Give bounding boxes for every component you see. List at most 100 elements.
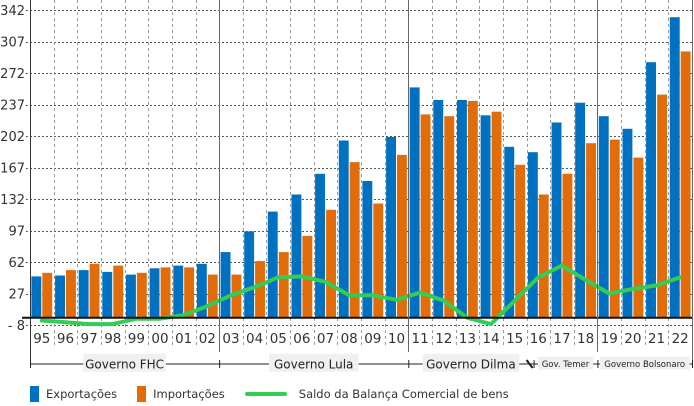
- bar-importacoes-12: [444, 116, 455, 318]
- bar-exportacoes-10: [386, 136, 396, 318]
- x-tick-label: 04: [246, 331, 263, 347]
- bar-exportacoes-15: [504, 146, 515, 318]
- legend-label-importacoes: Importações: [153, 387, 225, 401]
- bar-importacoes-17: [562, 173, 573, 318]
- x-tick-label: 96: [57, 331, 74, 347]
- bar-importacoes-07: [326, 209, 336, 318]
- bar-exportacoes-97: [78, 270, 89, 318]
- government-periods: Governo FHC Governo Lula Governo Dilma Gov.…: [30, 353, 693, 372]
- bar-exportacoes-07: [315, 173, 325, 318]
- period-label-bg: [269, 353, 359, 372]
- period-label: Governo FHC: [85, 358, 164, 372]
- legend-label-saldo: Saldo da Balança Comercial de bens: [298, 387, 509, 401]
- y-tick-label: 237: [0, 99, 25, 114]
- bar-importacoes-14: [491, 111, 502, 318]
- bar-importacoes-22: [680, 51, 691, 318]
- bar-importacoes-21: [657, 94, 667, 318]
- bar-importacoes-95: [42, 272, 53, 318]
- x-tick-label: 97: [81, 331, 98, 347]
- bar-importacoes-18: [586, 143, 596, 318]
- x-tick-label: 03: [222, 331, 239, 347]
- bar-importacoes-96: [66, 270, 76, 318]
- x-tick-label: 01: [175, 331, 192, 347]
- period-label-bg: [83, 353, 166, 372]
- y-tick-label: 167: [0, 162, 25, 177]
- bar-exportacoes-13: [457, 100, 467, 318]
- legend-label-exportacoes: Exportações: [46, 387, 118, 401]
- bar-exportacoes-02: [196, 263, 207, 318]
- bar-exportacoes-12: [433, 100, 444, 318]
- x-tick-label: 06: [293, 331, 310, 347]
- bar-importacoes-20: [633, 157, 644, 318]
- y-tick-label: 27: [8, 288, 25, 303]
- x-tick-label: 13: [459, 331, 476, 347]
- period-label-bg: [599, 356, 690, 370]
- bar-importacoes-10: [397, 154, 407, 318]
- bar-exportacoes-06: [291, 194, 302, 318]
- y-tick-label: - 8: [8, 319, 25, 334]
- period-label-bg: [537, 356, 594, 370]
- bar-importacoes-15: [515, 164, 526, 318]
- y-tick-labels: 342 307 272 237 202 167 132 97 62 27 - 8: [0, 4, 25, 334]
- bar-exportacoes-08: [338, 140, 349, 318]
- bar-exportacoes-96: [55, 275, 65, 318]
- x-tick-label: 14: [482, 331, 499, 347]
- bar-importacoes-98: [113, 265, 124, 318]
- bar-exportacoes-19: [598, 116, 609, 318]
- x-tick-label: 09: [364, 331, 381, 347]
- bar-importacoes-99: [136, 272, 147, 318]
- legend-swatch-importacoes: [137, 386, 147, 402]
- x-tick-label: 99: [128, 331, 145, 347]
- bar-importacoes-01: [184, 267, 195, 318]
- bar-importacoes-11: [420, 114, 431, 318]
- bar-exportacoes-18: [575, 102, 586, 318]
- bar-exportacoes-17: [551, 122, 562, 318]
- legend-item-importacoes: Importações: [137, 386, 225, 402]
- bar-importacoes-05: [278, 252, 289, 318]
- period-label: Governo Dilma: [426, 358, 516, 372]
- period-label-bg: [422, 353, 520, 372]
- legend-swatch-saldo: [244, 392, 287, 396]
- bar-importacoes-08: [349, 162, 360, 318]
- x-tick-label: 15: [506, 331, 523, 347]
- x-tick-label: 08: [341, 331, 358, 347]
- period-label: Governo Bolsonaro: [604, 360, 685, 370]
- bar-importacoes-16: [538, 194, 549, 318]
- bar-exportacoes-14: [480, 115, 491, 318]
- bar-exportacoes-09: [362, 181, 373, 318]
- legend: Exportações Importações Saldo da Balança…: [30, 386, 529, 402]
- y-tick-label: 132: [0, 193, 25, 208]
- bar-exportacoes-00: [149, 268, 160, 318]
- bar-exportacoes-99: [126, 274, 136, 318]
- y-tick-label: 97: [8, 225, 25, 240]
- x-tick-label: 07: [317, 331, 334, 347]
- x-tick-label: 95: [33, 331, 50, 347]
- bar-exportacoes-03: [220, 252, 231, 318]
- bar-importacoes-04: [255, 261, 265, 318]
- y-tick-label: 272: [0, 67, 25, 82]
- y-tick-label: 202: [0, 130, 25, 145]
- x-tick-label: 98: [104, 331, 121, 347]
- x-tick-label: 22: [672, 331, 689, 347]
- bar-importacoes-19: [609, 139, 620, 318]
- x-tick-label: 02: [199, 331, 216, 347]
- y-tick-label: 62: [8, 256, 25, 271]
- bar-exportacoes-98: [102, 271, 113, 318]
- x-tick-label: 00: [151, 331, 168, 347]
- bar-exportacoes-11: [409, 87, 420, 318]
- x-tick-label: 18: [577, 331, 594, 347]
- x-tick-label: 17: [553, 331, 570, 347]
- bar-importacoes-03: [231, 274, 242, 318]
- bar-exportacoes-04: [244, 231, 255, 318]
- x-tick-label: 05: [270, 331, 287, 347]
- bars: [31, 17, 691, 318]
- bar-exportacoes-05: [267, 211, 278, 318]
- x-tick-label: 11: [412, 331, 429, 347]
- period-label: Gov. Temer: [542, 360, 590, 370]
- bar-exportacoes-21: [646, 62, 656, 318]
- bar-exportacoes-22: [669, 17, 680, 318]
- legend-item-exportacoes: Exportações: [30, 386, 117, 402]
- y-tick-label: 342: [0, 4, 25, 19]
- break-marker: [525, 359, 534, 369]
